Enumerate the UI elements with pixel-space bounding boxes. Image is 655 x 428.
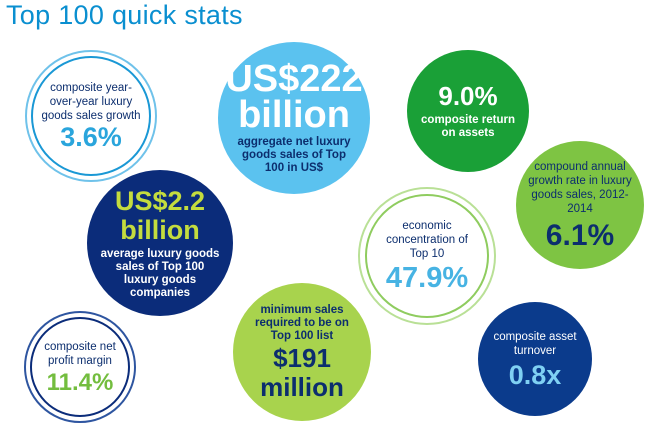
net-profit-margin-outer-ring: [24, 311, 136, 423]
cagr-value: 6.1%: [545, 218, 615, 252]
concentration-bubble: economic concentration of Top 10 47.9%: [365, 194, 489, 318]
concentration-value: 47.9%: [385, 262, 469, 294]
net-profit-margin-bubble: composite net profit margin 11.4%: [30, 317, 130, 417]
cagr-label: compound annual growth rate in luxury go…: [528, 160, 632, 215]
asset-turnover-bubble: composite asset turnover 0.8x: [478, 302, 592, 416]
net-profit-margin-value: 11.4%: [46, 368, 114, 396]
yoy-growth-label: composite year-over-year luxury goods sa…: [41, 82, 141, 122]
net-profit-margin-label: composite net profit margin: [44, 340, 116, 367]
concentration-outer-ring: [358, 187, 496, 325]
page-title: Top 100 quick stats: [6, 0, 243, 30]
minimum-sales-value-unit: million: [260, 371, 344, 402]
return-on-assets-label: composite return on assets: [421, 113, 515, 139]
aggregate-sales-label: aggregate net luxury goods sales of Top …: [237, 136, 351, 174]
average-sales-label: average luxury goods sales of Top 100 lu…: [100, 247, 220, 299]
average-sales-value-unit: billion: [120, 214, 200, 245]
aggregate-sales-value-unit: billion: [238, 94, 350, 136]
average-sales-value-amount: US$2.2: [114, 185, 206, 216]
asset-turnover-label: composite asset turnover: [493, 330, 577, 357]
asset-turnover-value: 0.8x: [508, 359, 562, 390]
aggregate-sales-bubble: US$222 billion aggregate net luxury good…: [218, 42, 370, 194]
concentration-label: economic concentration of Top 10: [386, 220, 468, 260]
average-sales-bubble: US$2.2 billion average luxury goods sale…: [87, 170, 233, 316]
return-on-assets-bubble: 9.0% composite return on assets: [407, 50, 529, 172]
yoy-growth-bubble: composite year-over-year luxury goods sa…: [31, 56, 151, 176]
yoy-growth-outer-ring: [25, 50, 157, 182]
minimum-sales-label: minimum sales required to be on Top 100 …: [255, 303, 349, 342]
return-on-assets-value: 9.0%: [438, 80, 498, 111]
cagr-bubble: compound annual growth rate in luxury go…: [516, 141, 644, 269]
minimum-sales-bubble: minimum sales required to be on Top 100 …: [233, 283, 371, 421]
yoy-growth-value: 3.6%: [60, 122, 122, 152]
minimum-sales-value-amount: $191: [273, 342, 331, 373]
aggregate-sales-value-amount: US$222: [225, 58, 363, 100]
